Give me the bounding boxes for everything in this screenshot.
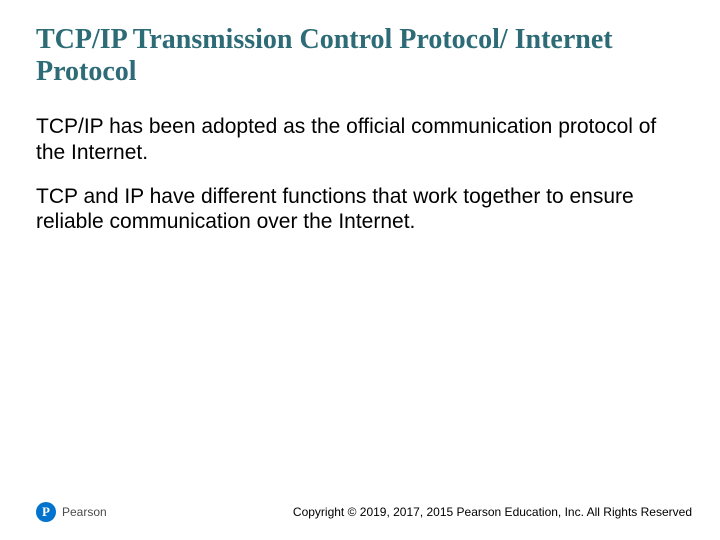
slide-footer: P Pearson Copyright © 2019, 2017, 2015 P… bbox=[36, 502, 692, 522]
slide: TCP/IP Transmission Control Protocol/ In… bbox=[0, 0, 720, 540]
body-paragraph: TCP and IP have different functions that… bbox=[36, 184, 684, 235]
brand: P Pearson bbox=[36, 502, 107, 522]
body-paragraph: TCP/IP has been adopted as the official … bbox=[36, 114, 684, 165]
slide-title: TCP/IP Transmission Control Protocol/ In… bbox=[36, 24, 684, 88]
slide-body: TCP/IP has been adopted as the official … bbox=[36, 114, 684, 234]
brand-name: Pearson bbox=[62, 505, 107, 519]
copyright-text: Copyright © 2019, 2017, 2015 Pearson Edu… bbox=[293, 505, 692, 519]
pearson-logo-icon: P bbox=[36, 502, 56, 522]
